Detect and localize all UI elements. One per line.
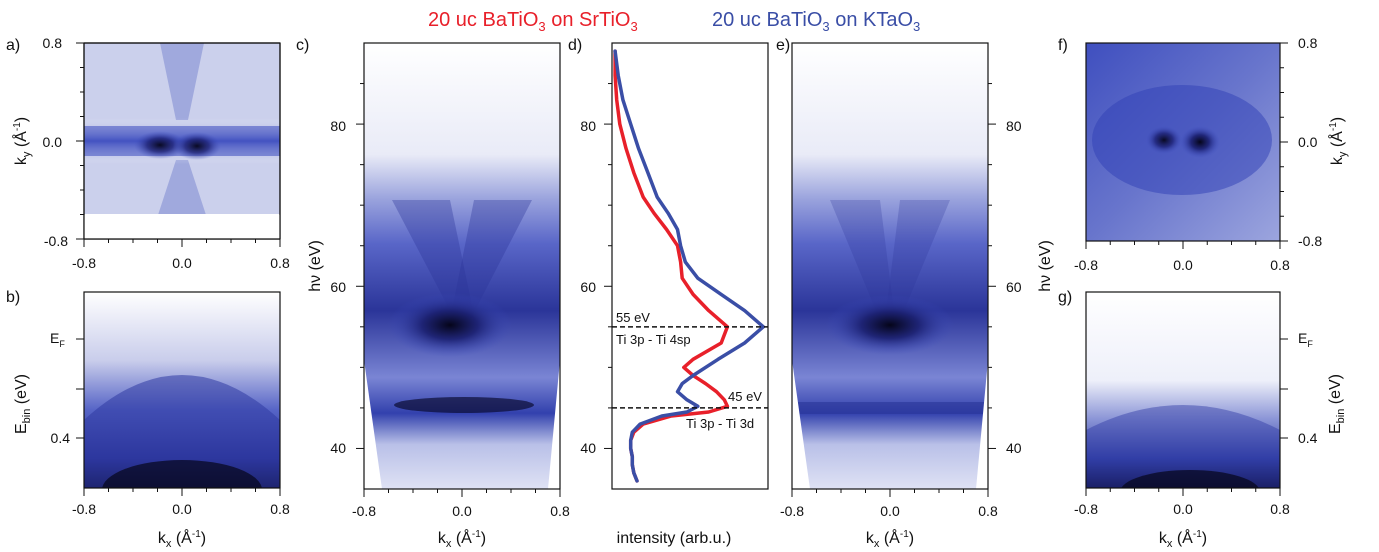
annot-55-label: Ti 3p - Ti 4sp <box>616 332 691 347</box>
tick-d-y1: 80 <box>580 118 596 134</box>
d-yticks <box>604 83 612 449</box>
tick-g-x2: 0.0 <box>1173 501 1193 517</box>
tick-g-x3: 0.8 <box>1270 501 1290 517</box>
tick-e-x3: 0.8 <box>978 503 998 519</box>
heatmap-a <box>84 43 280 215</box>
d-annotations <box>612 326 768 409</box>
tick-g-y1: 0.4 <box>1298 430 1318 446</box>
tick-e-y1: 80 <box>1006 118 1022 134</box>
tick-b-x3: 0.8 <box>270 501 290 517</box>
legend-sto: 20 uc BaTiO3 on SrTiO3 <box>428 9 638 34</box>
ylabel-e: hν (eV) <box>1037 240 1054 292</box>
tick-d-y3: 40 <box>580 440 596 456</box>
xlabel-d: intensity (arb.u.) <box>617 530 732 547</box>
panel-label-f: f) <box>1058 37 1068 54</box>
panel-label-c: c) <box>296 37 309 54</box>
panel-label-g: g) <box>1058 289 1072 306</box>
tick-g-ef: EF <box>1298 330 1313 349</box>
frame-d <box>611 42 769 490</box>
tick-c-x3: 0.8 <box>550 503 570 519</box>
d-series-group <box>613 49 766 483</box>
panel-label-d: d) <box>568 37 582 54</box>
heatmap-g <box>1086 292 1280 488</box>
heatmap-f <box>1086 43 1280 241</box>
tick-d-y2: 60 <box>580 279 596 295</box>
tick-e-y2: 60 <box>1006 279 1022 295</box>
ylabel-f: ky (Å-1) <box>1327 117 1349 165</box>
heatmap-b <box>84 292 280 488</box>
tick-f-y2: 0.0 <box>1298 134 1318 150</box>
tick-b-x1: -0.8 <box>72 501 96 517</box>
annot-45-label: Ti 3p - Ti 3d <box>686 416 754 431</box>
tick-c-y2: 60 <box>330 279 346 295</box>
tick-c-y1: 80 <box>330 118 346 134</box>
heatmap-c <box>364 43 560 489</box>
tick-f-y1: 0.8 <box>1298 35 1318 51</box>
xlabel-g: kx (Å-1) <box>1159 528 1207 550</box>
tick-f-x1: -0.8 <box>1074 257 1098 273</box>
ylabel-c: hν (eV) <box>307 240 324 292</box>
annot-45-energy: 45 eV <box>728 389 762 404</box>
ylabel-g: Ebin (eV) <box>1327 374 1347 434</box>
tick-b-ef: EF <box>50 330 65 349</box>
ylabel-b: Ebin (eV) <box>13 374 33 434</box>
tick-g-x1: -0.8 <box>1074 501 1098 517</box>
tick-e-x2: 0.0 <box>880 503 900 519</box>
panel-label-b: b) <box>6 289 20 306</box>
xlabel-c: kx (Å-1) <box>438 528 486 550</box>
tick-b-y1: 0.4 <box>51 430 71 446</box>
tick-a-y3: -0.8 <box>44 233 68 249</box>
tick-e-x1: -0.8 <box>780 503 804 519</box>
tick-a-x3: 0.8 <box>270 255 290 271</box>
xlabel-b: kx (Å-1) <box>158 528 206 550</box>
tick-f-x3: 0.8 <box>1270 257 1290 273</box>
tick-f-y3: -0.8 <box>1298 233 1322 249</box>
annot-55-energy: 55 eV <box>616 310 650 325</box>
tick-a-y1: 0.8 <box>43 35 63 51</box>
xlabel-e: kx (Å-1) <box>866 528 914 550</box>
tick-a-y2: 0.0 <box>43 134 63 150</box>
tick-c-x1: -0.8 <box>352 503 376 519</box>
tick-c-x2: 0.0 <box>452 503 472 519</box>
tick-b-x2: 0.0 <box>172 501 192 517</box>
minor-ticks <box>76 42 1288 497</box>
tick-f-x2: 0.0 <box>1173 257 1193 273</box>
tick-e-y3: 40 <box>1006 440 1022 456</box>
ylabel-a: ky (Å-1) <box>11 117 33 165</box>
panel-label-a: a) <box>6 37 20 54</box>
tick-c-y3: 40 <box>330 440 346 456</box>
panel-label-e: e) <box>776 37 790 54</box>
series-line-kto <box>613 49 766 483</box>
tick-a-x1: -0.8 <box>72 255 96 271</box>
heatmap-e <box>792 43 988 489</box>
legend-kto: 20 uc BaTiO3 on KTaO3 <box>712 9 920 34</box>
tick-a-x2: 0.0 <box>172 255 192 271</box>
